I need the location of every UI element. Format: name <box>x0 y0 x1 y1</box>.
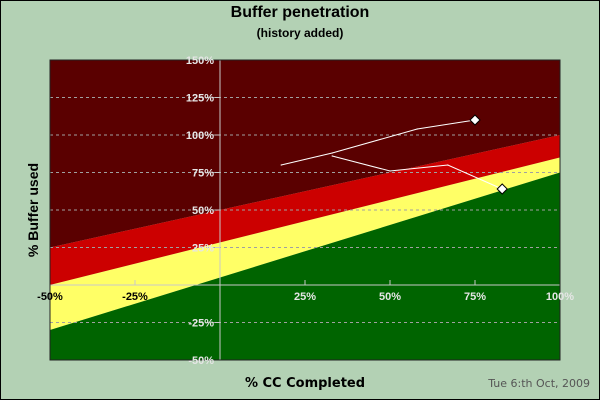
history-point <box>331 155 333 157</box>
chart-date: Tue 6:th Oct, 2009 <box>488 377 590 390</box>
x-axis-label: % CC Completed <box>244 376 366 391</box>
plot-border <box>49 59 561 361</box>
zone-0 <box>50 60 560 248</box>
history-line-0 <box>281 119 476 166</box>
history-point <box>280 164 282 166</box>
zone-2 <box>50 157 560 330</box>
y-axis-label: % Buffer used <box>25 162 41 258</box>
history-point <box>416 128 418 130</box>
y-tick-label: 125% <box>186 93 214 105</box>
current-position-marker <box>469 114 481 126</box>
x-tick-label: 75% <box>464 291 486 303</box>
x-tick-label: -25% <box>122 291 148 303</box>
current-position-marker <box>496 183 508 195</box>
history-point <box>389 170 391 172</box>
y-tick-label: -25% <box>188 318 214 330</box>
zone-3 <box>50 172 560 360</box>
y-tick-label: -50% <box>188 355 214 367</box>
history-point <box>331 152 333 154</box>
y-tick-label: 25% <box>192 243 214 255</box>
x-tick-label: 100% <box>546 291 574 303</box>
y-tick-label: 100% <box>186 130 214 142</box>
x-tick-label: 50% <box>379 291 401 303</box>
x-tick-label: 25% <box>294 291 316 303</box>
y-tick-label: 50% <box>192 205 214 217</box>
history-point <box>447 164 449 166</box>
y-tick-label: 150% <box>186 55 214 67</box>
history-line-1 <box>332 155 503 190</box>
chart-subtitle: (history added) <box>256 26 344 40</box>
chart-title: Buffer penetration <box>230 4 370 21</box>
x-tick-label: -50% <box>37 291 63 303</box>
y-tick-label: 75% <box>192 168 214 180</box>
